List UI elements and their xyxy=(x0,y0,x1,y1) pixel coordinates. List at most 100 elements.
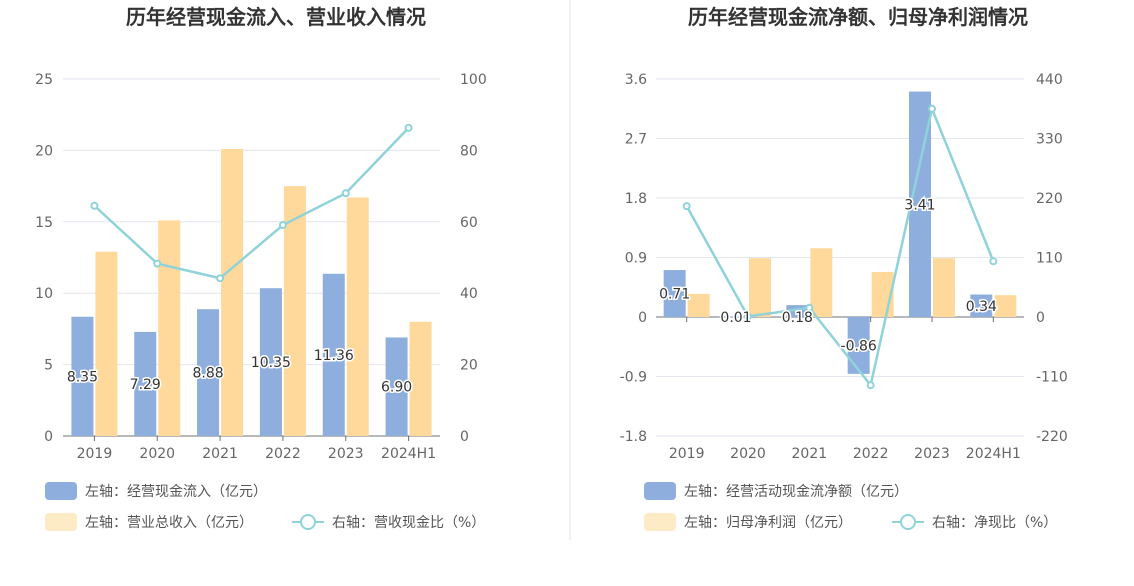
bar-归母净利润 xyxy=(810,248,833,317)
x-tick-label: 2023 xyxy=(328,446,364,462)
bar-data-label: 0.01 xyxy=(720,310,751,326)
bar-营业总收入 xyxy=(283,186,306,436)
y-left-tick-label: 15 xyxy=(35,215,53,231)
x-tick-label: 2022 xyxy=(265,446,301,462)
legend-swatch-icon xyxy=(644,482,676,500)
bar-data-label: 3.41 xyxy=(904,197,935,213)
bar-经营活动现金流净额 xyxy=(725,316,747,318)
bar-data-label: 0.34 xyxy=(966,299,997,315)
line-point xyxy=(989,257,998,266)
x-tick-label: 2019 xyxy=(77,446,113,462)
line-point xyxy=(278,221,287,230)
y-right-tick-label: 0 xyxy=(460,429,469,445)
chart-2: 历年经营现金流净额、归母净利润情况 -1.8 -0.9 0 0.9 1.8 2.7 3.6 -2… xyxy=(620,5,1068,531)
bar-归母净利润 xyxy=(933,258,955,317)
legend-swatch-icon xyxy=(644,513,676,531)
legend-swatch-icon xyxy=(45,513,77,531)
x-tick-label: 2020 xyxy=(139,446,175,462)
y-left-tick-label: 5 xyxy=(44,358,53,374)
y-left-tick-label: 20 xyxy=(35,143,53,159)
bar-经营现金流入 xyxy=(71,316,94,436)
bar-data-label: 10.35 xyxy=(251,355,291,371)
y-left-tick-label: 2.7 xyxy=(625,132,647,148)
bar-data-label: 6.90 xyxy=(381,380,412,396)
line-point xyxy=(928,104,936,113)
bar-data-label: 11.36 xyxy=(314,348,354,364)
bar-经营现金流入 xyxy=(322,273,345,436)
line-point xyxy=(216,274,225,283)
line-point xyxy=(682,202,691,211)
x-tick-label: 2023 xyxy=(914,446,950,462)
legend-line-icon xyxy=(900,514,916,530)
bar-经营活动现金流净额 xyxy=(663,270,686,317)
y-right-tick-label: 80 xyxy=(460,143,478,159)
legend-label: 左轴：经营现金流入（亿元） xyxy=(85,484,267,500)
y-right-tick-label: -110 xyxy=(1036,370,1068,386)
legend-line-icon xyxy=(300,514,316,530)
y-right-tick-label: 0 xyxy=(1036,310,1045,326)
y-left-tick-label: 0 xyxy=(44,429,53,445)
y-left-tick-label: -0.9 xyxy=(620,370,647,386)
bar-归母净利润 xyxy=(749,258,771,317)
legend-label: 左轴：营业总收入（亿元） xyxy=(85,515,253,531)
bar-营业总收入 xyxy=(95,251,118,436)
bar-data-label: 8.88 xyxy=(192,366,223,382)
bar-经营现金流入 xyxy=(197,309,220,436)
bar-营业总收入 xyxy=(409,321,432,436)
line-营收现金比 xyxy=(93,127,410,280)
y-left-tick-label: 3.6 xyxy=(625,72,647,88)
bar-经营活动现金流净额 xyxy=(970,294,993,317)
y-right-tick-label: 220 xyxy=(1036,191,1063,207)
bar-经营活动现金流净额 xyxy=(786,305,809,317)
bar-经营现金流入 xyxy=(134,331,157,436)
y-right-tick-label: -220 xyxy=(1036,429,1068,445)
y-right-tick-label: 100 xyxy=(460,72,487,88)
bar-营业总收入 xyxy=(346,197,369,436)
bar-营业总收入 xyxy=(158,220,181,436)
x-tick-label: 2022 xyxy=(853,446,889,462)
x-tick-label: 2021 xyxy=(202,446,238,462)
legend-swatch-icon xyxy=(45,482,77,500)
bar-data-label: 7.29 xyxy=(130,377,161,393)
x-tick-label: 2024H1 xyxy=(381,446,436,462)
y-right-tick-label: 40 xyxy=(460,286,478,302)
line-point xyxy=(866,381,875,390)
chart-title: 历年经营现金流净额、归母净利润情况 xyxy=(688,5,1028,29)
line-point xyxy=(153,259,162,268)
legend-label: 右轴：营收现金比（%） xyxy=(332,515,485,531)
y-left-tick-label: 1.8 xyxy=(625,191,647,207)
bar-经营活动现金流净额 xyxy=(909,91,931,317)
bar-data-label: -0.86 xyxy=(841,338,877,354)
bar-data-label: 8.35 xyxy=(67,369,98,385)
bar-经营现金流入 xyxy=(385,337,408,436)
line-净现比 xyxy=(685,104,995,388)
x-tick-label: 2019 xyxy=(669,446,705,462)
y-right-tick-label: 20 xyxy=(460,358,478,374)
line-point xyxy=(404,123,413,132)
y-left-tick-label: -1.8 xyxy=(620,429,647,445)
bar-归母净利润 xyxy=(994,295,1017,317)
chart-title: 历年经营现金流入、营业收入情况 xyxy=(126,5,426,29)
line-point xyxy=(744,312,752,321)
y-right-tick-label: 110 xyxy=(1036,251,1063,267)
legend-label: 左轴：经营活动现金流净额（亿元） xyxy=(684,484,908,500)
bar-data-label: 0.71 xyxy=(659,287,690,303)
legend-label: 右轴：净现比（%） xyxy=(932,515,1057,531)
line-point xyxy=(805,303,814,312)
x-tick-label: 2024H1 xyxy=(966,446,1021,462)
line-point xyxy=(341,189,350,198)
y-left-tick-label: 10 xyxy=(35,286,53,302)
y-right-tick-label: 440 xyxy=(1036,72,1063,88)
y-left-tick-label: 25 xyxy=(35,72,53,88)
y-left-tick-label: 0 xyxy=(638,310,647,326)
bar-营业总收入 xyxy=(221,148,244,437)
bar-经营现金流入 xyxy=(259,288,282,436)
y-right-tick-label: 60 xyxy=(460,215,478,231)
line-point xyxy=(90,201,99,210)
chart-1: 历年经营现金流入、营业收入情况 0 5 10 15 20 25 0 20 40 60 80 100 201… xyxy=(35,5,487,531)
bar-data-label: 0.18 xyxy=(782,310,813,326)
bar-经营活动现金流净额 xyxy=(847,317,870,374)
y-left-tick-label: 0.9 xyxy=(625,251,647,267)
